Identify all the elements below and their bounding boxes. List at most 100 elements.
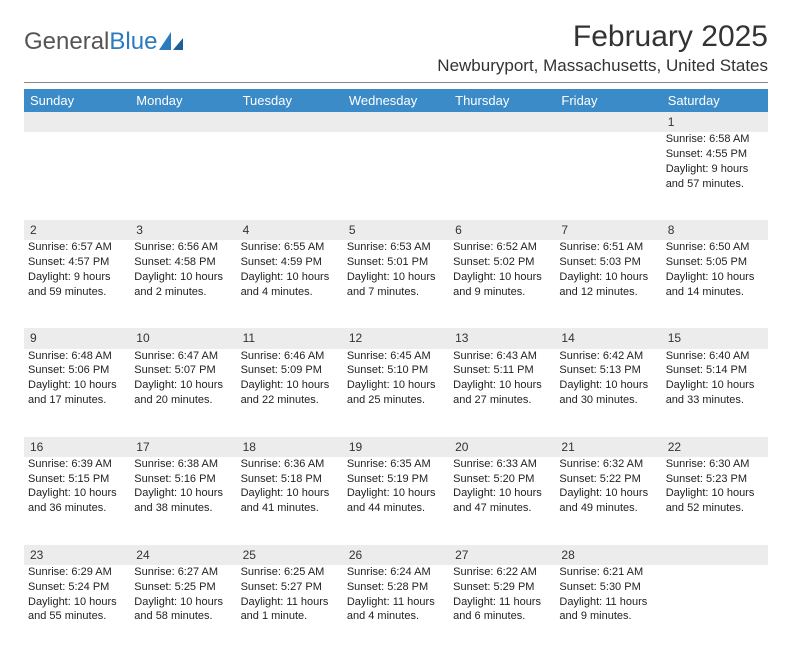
day-number: 8 [662,220,768,240]
day-cell-text: Sunrise: 6:22 AM Sunset: 5:29 PM Dayligh… [453,565,551,624]
day-cell: Sunrise: 6:47 AM Sunset: 5:07 PM Dayligh… [130,349,236,437]
day-cell [449,132,555,220]
day-cell: Sunrise: 6:57 AM Sunset: 4:57 PM Dayligh… [24,240,130,328]
day-number: 2 [24,220,130,240]
day-cell-text: Sunrise: 6:38 AM Sunset: 5:16 PM Dayligh… [134,457,232,516]
day-cell: Sunrise: 6:22 AM Sunset: 5:29 PM Dayligh… [449,565,555,653]
weekday-header-row: Sunday Monday Tuesday Wednesday Thursday… [24,89,768,112]
day-cell-text: Sunrise: 6:46 AM Sunset: 5:09 PM Dayligh… [241,349,339,408]
day-number: 13 [449,328,555,348]
day-cell [237,132,343,220]
day-content-row: Sunrise: 6:29 AM Sunset: 5:24 PM Dayligh… [24,565,768,653]
day-number-row: 232425262728 [24,545,768,565]
day-cell-text: Sunrise: 6:36 AM Sunset: 5:18 PM Dayligh… [241,457,339,516]
day-number [555,112,661,132]
day-number: 6 [449,220,555,240]
day-number-row: 2345678 [24,220,768,240]
day-number [24,112,130,132]
day-cell: Sunrise: 6:38 AM Sunset: 5:16 PM Dayligh… [130,457,236,545]
day-cell-text: Sunrise: 6:21 AM Sunset: 5:30 PM Dayligh… [559,565,657,624]
day-number: 12 [343,328,449,348]
day-cell-text: Sunrise: 6:57 AM Sunset: 4:57 PM Dayligh… [28,240,126,299]
day-number: 20 [449,437,555,457]
day-cell-text: Sunrise: 6:50 AM Sunset: 5:05 PM Dayligh… [666,240,764,299]
day-cell: Sunrise: 6:56 AM Sunset: 4:58 PM Dayligh… [130,240,236,328]
day-cell: Sunrise: 6:30 AM Sunset: 5:23 PM Dayligh… [662,457,768,545]
logo-sail-icon [159,32,185,52]
day-number: 22 [662,437,768,457]
day-number: 19 [343,437,449,457]
weekday-header: Tuesday [237,89,343,112]
day-cell-text: Sunrise: 6:47 AM Sunset: 5:07 PM Dayligh… [134,349,232,408]
day-content-row: Sunrise: 6:39 AM Sunset: 5:15 PM Dayligh… [24,457,768,545]
weekday-header: Sunday [24,89,130,112]
day-cell [662,565,768,653]
month-title: February 2025 [437,20,768,54]
day-number: 27 [449,545,555,565]
header-divider [24,82,768,83]
logo-text-blue: Blue [109,28,157,56]
day-cell [343,132,449,220]
day-number: 10 [130,328,236,348]
logo: GeneralBlue [24,20,185,56]
day-number: 28 [555,545,661,565]
day-number: 4 [237,220,343,240]
day-cell-text: Sunrise: 6:40 AM Sunset: 5:14 PM Dayligh… [666,349,764,408]
day-number [662,545,768,565]
day-number-row: 9101112131415 [24,328,768,348]
day-cell: Sunrise: 6:35 AM Sunset: 5:19 PM Dayligh… [343,457,449,545]
weekday-header: Friday [555,89,661,112]
day-cell: Sunrise: 6:43 AM Sunset: 5:11 PM Dayligh… [449,349,555,437]
day-content-row: Sunrise: 6:58 AM Sunset: 4:55 PM Dayligh… [24,132,768,220]
day-number: 14 [555,328,661,348]
day-number: 1 [662,112,768,132]
day-number: 18 [237,437,343,457]
day-cell-text: Sunrise: 6:45 AM Sunset: 5:10 PM Dayligh… [347,349,445,408]
day-cell-text: Sunrise: 6:53 AM Sunset: 5:01 PM Dayligh… [347,240,445,299]
day-cell: Sunrise: 6:50 AM Sunset: 5:05 PM Dayligh… [662,240,768,328]
day-cell-text: Sunrise: 6:42 AM Sunset: 5:13 PM Dayligh… [559,349,657,408]
weekday-header: Monday [130,89,236,112]
day-cell: Sunrise: 6:32 AM Sunset: 5:22 PM Dayligh… [555,457,661,545]
day-content-row: Sunrise: 6:48 AM Sunset: 5:06 PM Dayligh… [24,349,768,437]
logo-text-gray: General [24,28,109,56]
day-cell-text: Sunrise: 6:52 AM Sunset: 5:02 PM Dayligh… [453,240,551,299]
day-cell-text: Sunrise: 6:51 AM Sunset: 5:03 PM Dayligh… [559,240,657,299]
title-block: February 2025 Newburyport, Massachusetts… [437,20,768,76]
day-cell: Sunrise: 6:24 AM Sunset: 5:28 PM Dayligh… [343,565,449,653]
day-cell-text: Sunrise: 6:27 AM Sunset: 5:25 PM Dayligh… [134,565,232,624]
day-number [130,112,236,132]
day-cell-text: Sunrise: 6:24 AM Sunset: 5:28 PM Dayligh… [347,565,445,624]
day-cell-text: Sunrise: 6:32 AM Sunset: 5:22 PM Dayligh… [559,457,657,516]
day-cell: Sunrise: 6:29 AM Sunset: 5:24 PM Dayligh… [24,565,130,653]
day-cell: Sunrise: 6:27 AM Sunset: 5:25 PM Dayligh… [130,565,236,653]
day-cell: Sunrise: 6:58 AM Sunset: 4:55 PM Dayligh… [662,132,768,220]
day-cell: Sunrise: 6:45 AM Sunset: 5:10 PM Dayligh… [343,349,449,437]
day-cell: Sunrise: 6:46 AM Sunset: 5:09 PM Dayligh… [237,349,343,437]
day-cell: Sunrise: 6:39 AM Sunset: 5:15 PM Dayligh… [24,457,130,545]
day-cell: Sunrise: 6:52 AM Sunset: 5:02 PM Dayligh… [449,240,555,328]
day-cell: Sunrise: 6:40 AM Sunset: 5:14 PM Dayligh… [662,349,768,437]
day-cell: Sunrise: 6:51 AM Sunset: 5:03 PM Dayligh… [555,240,661,328]
day-cell: Sunrise: 6:21 AM Sunset: 5:30 PM Dayligh… [555,565,661,653]
day-number: 23 [24,545,130,565]
day-number: 24 [130,545,236,565]
day-cell: Sunrise: 6:48 AM Sunset: 5:06 PM Dayligh… [24,349,130,437]
day-cell-text: Sunrise: 6:39 AM Sunset: 5:15 PM Dayligh… [28,457,126,516]
weekday-header: Saturday [662,89,768,112]
day-number: 25 [237,545,343,565]
day-number: 21 [555,437,661,457]
day-cell [24,132,130,220]
day-number [449,112,555,132]
day-cell: Sunrise: 6:42 AM Sunset: 5:13 PM Dayligh… [555,349,661,437]
day-number-row: 1 [24,112,768,132]
day-cell: Sunrise: 6:25 AM Sunset: 5:27 PM Dayligh… [237,565,343,653]
day-content-row: Sunrise: 6:57 AM Sunset: 4:57 PM Dayligh… [24,240,768,328]
day-cell: Sunrise: 6:55 AM Sunset: 4:59 PM Dayligh… [237,240,343,328]
day-cell-text: Sunrise: 6:30 AM Sunset: 5:23 PM Dayligh… [666,457,764,516]
day-number-row: 16171819202122 [24,437,768,457]
day-cell-text: Sunrise: 6:56 AM Sunset: 4:58 PM Dayligh… [134,240,232,299]
day-cell-text: Sunrise: 6:35 AM Sunset: 5:19 PM Dayligh… [347,457,445,516]
day-number: 7 [555,220,661,240]
day-number: 9 [24,328,130,348]
